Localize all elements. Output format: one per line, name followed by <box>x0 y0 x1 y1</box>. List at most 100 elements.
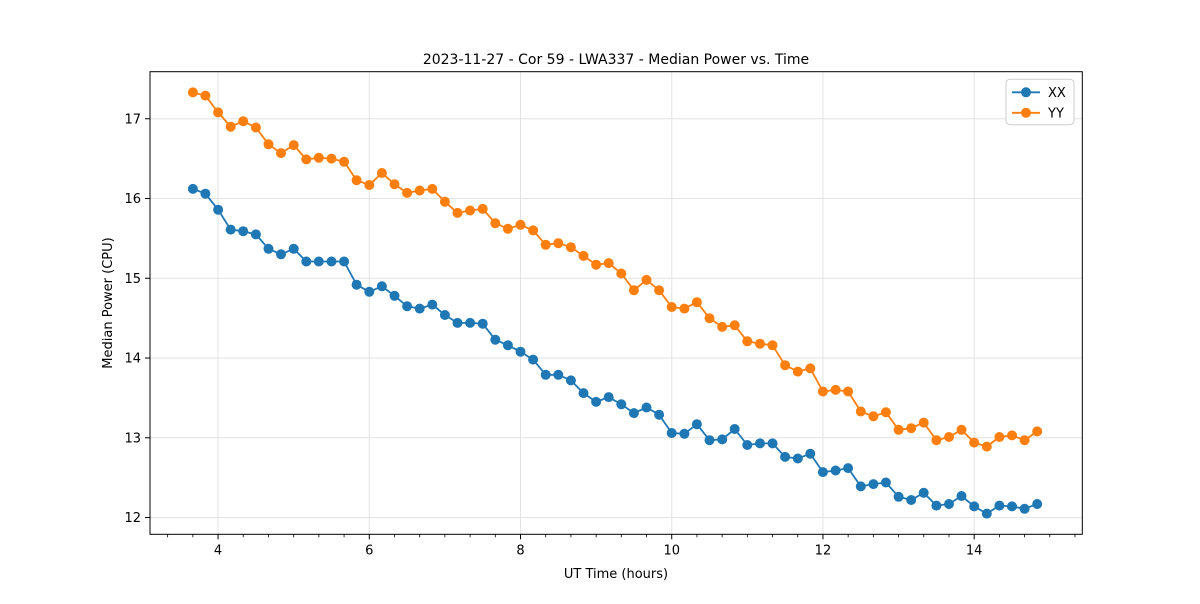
series-xx-marker <box>339 256 350 267</box>
series-xx-marker <box>313 256 324 267</box>
series-xx-marker <box>465 317 476 328</box>
series-xx-marker <box>528 354 539 365</box>
series-yy-marker <box>830 384 841 395</box>
series-yy-marker <box>427 183 438 194</box>
series-yy-marker <box>616 268 627 279</box>
series-yy-marker <box>528 225 539 236</box>
series-yy-marker <box>276 148 286 159</box>
series-yy-marker <box>906 423 917 434</box>
series-yy-marker <box>918 417 929 428</box>
series-yy-marker <box>389 179 400 190</box>
grid-layer <box>150 71 1083 535</box>
series-xx-marker <box>969 501 980 512</box>
series-yy-marker <box>817 386 828 397</box>
series-xx-marker <box>729 424 740 434</box>
series-yy-marker <box>364 180 375 190</box>
series-xx-marker <box>213 204 224 215</box>
series-yy-marker <box>213 107 224 118</box>
series-xx-marker <box>817 467 828 478</box>
series-yy-marker <box>717 321 728 332</box>
series-xx-marker <box>843 463 854 474</box>
series-xx-marker <box>704 435 715 446</box>
series-yy-marker <box>729 320 740 331</box>
series-yy-marker <box>805 363 816 374</box>
series-yy-marker <box>515 219 526 230</box>
series-xx-marker <box>565 375 576 386</box>
series-xx-marker <box>591 396 602 407</box>
series-yy-line <box>192 91 1038 448</box>
series-xx-marker <box>225 224 236 235</box>
series-yy-marker <box>553 238 564 249</box>
series-yy-marker <box>250 122 261 133</box>
series-yy-marker <box>326 153 337 164</box>
series-xx-marker <box>490 334 501 345</box>
series-yy-marker <box>868 411 879 422</box>
series-yy-marker <box>931 435 942 446</box>
series-xx-marker <box>742 440 753 450</box>
series-yy-marker <box>641 274 652 285</box>
series-xx-marker <box>578 388 589 399</box>
series-yy-marker <box>263 139 274 150</box>
series-yy-marker <box>1019 435 1030 446</box>
series-xx-marker <box>931 500 942 511</box>
series-yy-marker <box>742 336 753 347</box>
series-xx-marker <box>427 299 438 310</box>
series-yy-marker <box>490 218 501 229</box>
series-yy-marker <box>313 152 324 163</box>
series-xx-marker <box>767 438 778 449</box>
y-tick-label: 13 <box>124 431 141 446</box>
legend: XX YY <box>1005 78 1075 126</box>
series-yy-marker <box>944 432 954 442</box>
series-xx-marker <box>515 346 526 357</box>
series-xx-marker <box>187 183 198 194</box>
x-tick-label: 10 <box>663 543 680 558</box>
series-xx-marker <box>1032 499 1043 509</box>
series-xx-marker <box>918 487 929 498</box>
legend-label: XX <box>1048 86 1066 101</box>
x-axis-label: UT Time (hours) <box>564 567 668 582</box>
series-xx-marker <box>654 409 665 420</box>
series-xx-marker <box>805 448 816 459</box>
y-tick-label: 16 <box>124 192 141 207</box>
series-xx-marker <box>301 256 312 267</box>
series-xx-marker <box>956 491 967 501</box>
series-yy-marker <box>452 207 463 218</box>
series-layer <box>187 87 1043 519</box>
series-yy-marker <box>767 340 778 351</box>
series-xx-marker <box>868 479 879 490</box>
series-yy-marker <box>981 441 992 452</box>
series-yy-marker <box>402 187 413 198</box>
legend-sample-marker <box>1021 87 1031 98</box>
series-xx-marker <box>276 249 286 260</box>
series-yy-marker <box>704 313 715 324</box>
plot-frame <box>149 71 1083 535</box>
series-yy-marker <box>200 90 211 101</box>
y-axis-label: Median Power (CPU) <box>101 237 116 368</box>
series-yy-marker <box>780 360 791 371</box>
series-xx-marker <box>250 229 261 240</box>
series-yy-marker <box>666 302 677 312</box>
series-yy-marker <box>603 258 614 269</box>
series-yy-marker <box>792 366 803 377</box>
series-yy-marker <box>654 285 665 296</box>
series-yy-marker <box>591 259 602 270</box>
series-xx-marker <box>755 438 765 449</box>
series-xx-marker <box>616 399 627 410</box>
series-xx-marker <box>906 495 917 505</box>
series-yy-marker <box>755 338 765 349</box>
series-yy-marker <box>1032 426 1043 437</box>
series-xx-line <box>192 188 1038 515</box>
series-yy-marker <box>691 297 702 308</box>
y-tick-label: 17 <box>124 112 141 127</box>
series-xx-marker <box>364 286 375 297</box>
series-xx-marker <box>981 508 992 519</box>
series-xx-marker <box>402 301 413 312</box>
series-xx-marker <box>351 279 362 290</box>
series-yy-marker <box>565 242 576 253</box>
series-yy-marker <box>578 250 589 261</box>
series-yy-marker <box>187 87 198 98</box>
series-xx-marker <box>944 499 954 509</box>
series-xx-marker <box>477 318 488 329</box>
series-yy-marker <box>502 223 513 234</box>
